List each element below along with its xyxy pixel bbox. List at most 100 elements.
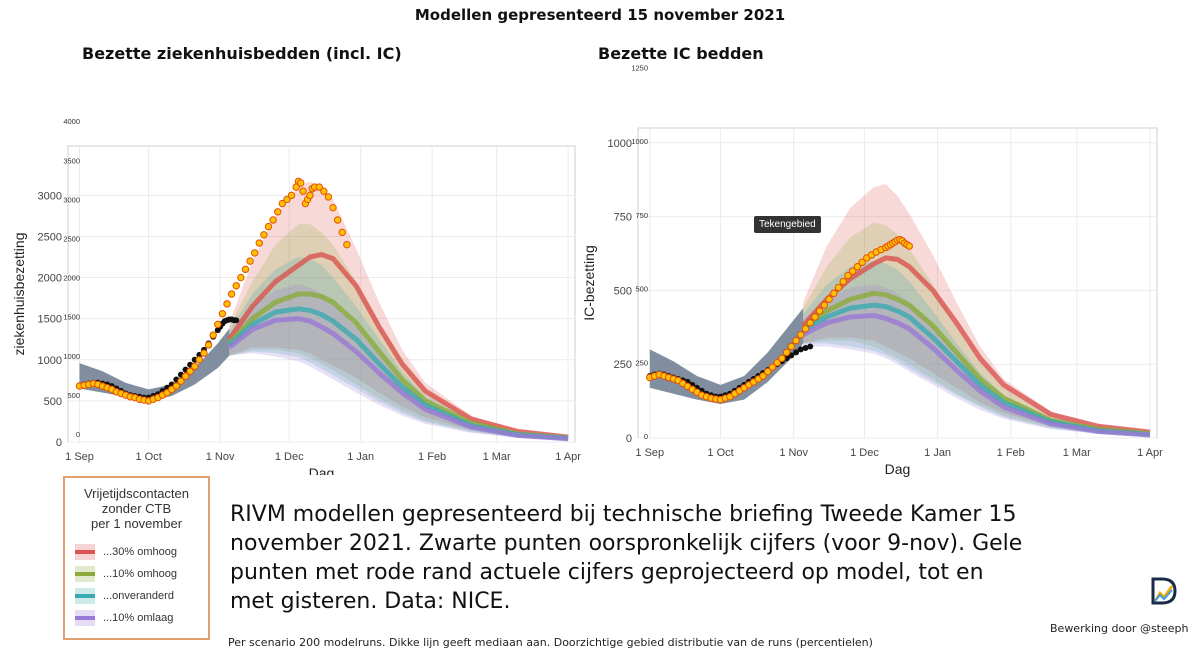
x-tick-label: 1 Apr	[555, 451, 581, 463]
y-tick-label: 2000	[38, 273, 62, 285]
y-tick-label: 500	[614, 285, 632, 297]
scenario-band	[229, 181, 569, 440]
actual-data-point	[324, 193, 333, 201]
actual-data-point	[209, 331, 217, 339]
chart-title-hospital: Bezette ziekenhuisbedden (incl. IC)	[82, 44, 402, 63]
actual-data-point	[764, 367, 772, 376]
actual-data-point	[218, 310, 227, 318]
legend-label: ...10% omhoog	[103, 568, 177, 580]
overlay-y-tick-label: 2000	[63, 274, 80, 283]
actual-data-point	[264, 222, 273, 231]
actual-data-point	[274, 208, 282, 216]
original-data-point	[793, 349, 800, 356]
overlay-y-tick-label: 1250	[631, 64, 648, 73]
legend-swatch-icon	[75, 544, 95, 560]
actual-data-point	[283, 195, 291, 204]
actual-data-point	[287, 191, 296, 200]
actual-data-point	[333, 216, 342, 224]
actual-data-point	[241, 265, 250, 274]
actual-data-point	[801, 325, 810, 333]
actual-data-point	[172, 382, 181, 390]
legend-swatch-line	[75, 572, 95, 576]
overlay-y-tick-label: 0	[76, 430, 80, 439]
scenario-band	[803, 222, 1150, 436]
actual-data-point	[343, 240, 351, 249]
x-tick-label: 1 Oct	[136, 451, 162, 463]
legend-label: ...30% omhoog	[103, 546, 177, 558]
y-axis-label: IC-bezetting	[581, 245, 597, 320]
ic-chart: 1 Sep 1 Oct 1 Nov 1 Dec 1 Jan 1 Feb 1 Mar 1 Apr…	[581, 64, 1163, 478]
plot-area-tooltip: Tekengebied	[754, 216, 821, 233]
y-tick-label: 1500	[38, 314, 62, 326]
y-tick-label: 0	[626, 433, 632, 445]
scenario-band	[803, 260, 1150, 436]
actual-data-point	[792, 336, 800, 345]
original-data-point	[233, 317, 240, 324]
legend-swatch-icon	[75, 610, 95, 626]
actual-data-point	[905, 242, 913, 250]
hospital-chart: 1 Sep 1 Oct 1 Nov 1 Dec 1 Jan 1 Feb 1 Mar 1 Apr…	[11, 117, 581, 475]
x-tick-label: 1 Feb	[997, 447, 1025, 459]
x-tick-label: 1 Jan	[924, 447, 951, 459]
legend-label: ...10% omlaag	[103, 612, 174, 624]
overlay-y-tick-label: 0	[644, 432, 648, 441]
scenario-median-line	[801, 255, 1151, 435]
actual-data-point	[260, 231, 268, 239]
legend-title-line: Vrijetijdscontacten	[83, 486, 189, 501]
actual-data-point	[778, 354, 786, 362]
scenario-median-line	[227, 291, 569, 441]
actual-data-point	[825, 295, 833, 303]
actual-data-point	[232, 282, 240, 290]
x-axis-label: Dag	[885, 461, 911, 477]
legend-title: Vrijetijdscontacten zonder CTB per 1 nov…	[65, 486, 208, 531]
actual-data-point	[329, 203, 337, 212]
actual-data-point	[844, 271, 852, 280]
scenario-median-line	[227, 316, 569, 442]
actual-data-point	[782, 348, 791, 357]
actual-data-point	[787, 342, 796, 351]
actual-data-point	[204, 341, 213, 349]
x-axis-label: Dag	[309, 465, 335, 475]
y-tick-label: 1000	[608, 138, 632, 150]
actual-data-point	[773, 359, 781, 367]
overlay-y-tick-label: 250	[635, 358, 648, 367]
actual-data-point	[181, 372, 190, 380]
original-data-point	[807, 343, 814, 350]
footnote: Per scenario 200 modelruns. Dikke lijn g…	[228, 636, 873, 649]
overlay-y-tick-label: 750	[635, 211, 648, 220]
legend: Vrijetijdscontacten zonder CTB per 1 nov…	[63, 476, 210, 640]
actual-data-point	[858, 258, 866, 267]
credit: Bewerking door @steeph	[1050, 622, 1189, 635]
original-data-point	[797, 346, 804, 353]
actual-data-point	[250, 249, 259, 257]
actual-data-point	[200, 349, 208, 357]
actual-data-point	[848, 267, 857, 275]
overlay-y-tick-label: 1000	[631, 137, 648, 146]
actual-data-point	[815, 307, 824, 315]
y-tick-label: 250	[614, 359, 632, 371]
logo-icon	[1151, 577, 1177, 605]
actual-data-point	[297, 179, 305, 187]
actual-data-point	[255, 239, 263, 247]
scenario-median-line	[802, 312, 1151, 438]
actual-data-point	[820, 301, 829, 309]
y-tick-label: 0	[56, 437, 62, 449]
x-tick-label: 1 Jan	[347, 451, 374, 463]
scenario-median-line	[227, 252, 569, 440]
overlay-y-tick-label: 500	[67, 391, 80, 400]
legend-title-line: zonder CTB	[101, 501, 172, 516]
x-tick-label: 1 Sep	[635, 447, 664, 459]
actual-data-point	[797, 330, 805, 339]
original-data-point	[802, 344, 809, 351]
legend-swatch-line	[75, 550, 95, 554]
x-tick-label: 1 Dec	[850, 447, 879, 459]
x-tick-label: 1 Mar	[483, 451, 511, 463]
actual-data-point	[186, 367, 194, 375]
actual-data-point	[191, 362, 199, 371]
x-tick-label: 1 Oct	[707, 447, 733, 459]
actual-data-point	[246, 257, 254, 265]
y-tick-label: 750	[614, 212, 632, 224]
x-tick-label: 1 Apr	[1137, 447, 1163, 459]
actual-data-point	[834, 283, 843, 292]
overlay-y-tick-label: 4000	[63, 117, 80, 126]
